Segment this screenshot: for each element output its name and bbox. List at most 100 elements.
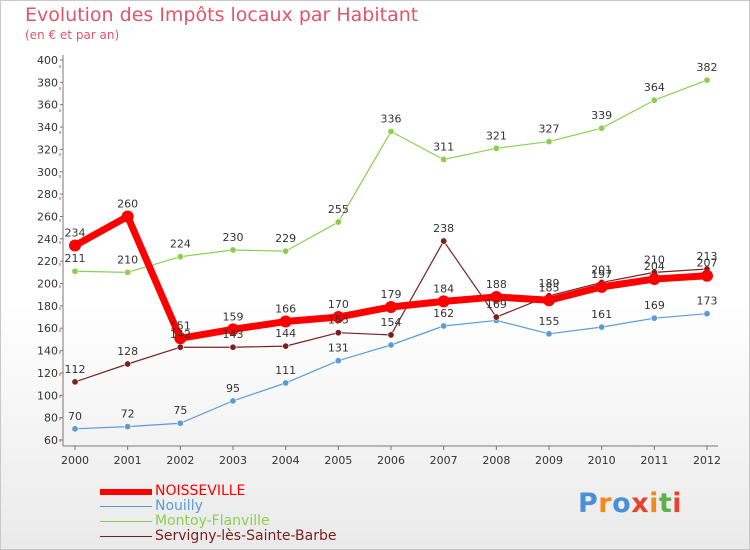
- legend-swatch: [100, 521, 152, 522]
- data-point: [282, 247, 290, 255]
- data-label: 184: [433, 282, 454, 295]
- legend-label: NOISSEVILLE: [155, 483, 246, 499]
- data-label: 185: [539, 281, 560, 294]
- data-label: 159: [223, 310, 244, 323]
- data-point: [595, 280, 608, 293]
- y-tick-label: 200: [37, 278, 58, 291]
- data-label: 154: [381, 316, 402, 329]
- logo-letter: r: [598, 488, 613, 519]
- data-point: [440, 237, 448, 245]
- data-label: 95: [226, 382, 240, 395]
- data-point: [650, 314, 658, 322]
- data-label: 128: [117, 345, 138, 358]
- data-label: 179: [381, 288, 402, 301]
- data-point: [543, 294, 555, 307]
- logo-letter: o: [612, 488, 632, 519]
- data-label: 238: [433, 222, 454, 235]
- x-tick-label: 2003: [219, 454, 247, 467]
- data-label: 151: [170, 319, 191, 332]
- data-label: 207: [697, 257, 718, 270]
- y-tick-label: 240: [37, 233, 58, 246]
- x-tick-label: 2005: [324, 454, 352, 467]
- data-point: [176, 253, 184, 261]
- data-label: 255: [328, 203, 349, 216]
- data-point: [229, 343, 237, 351]
- data-label: 161: [591, 308, 612, 321]
- data-point: [124, 268, 132, 276]
- y-tick-label: 380: [37, 76, 58, 89]
- x-tick-label: 2004: [272, 454, 300, 467]
- data-label: 131: [328, 342, 349, 355]
- data-point: [124, 360, 132, 368]
- y-tick-label: 100: [37, 389, 58, 402]
- data-point: [229, 246, 237, 254]
- data-point: [385, 301, 397, 313]
- data-point: [176, 419, 184, 427]
- data-label: 188: [486, 278, 507, 291]
- data-label: 336: [381, 113, 402, 126]
- y-tick-label: 260: [37, 210, 58, 223]
- data-point: [650, 96, 658, 104]
- data-point: [387, 341, 395, 349]
- x-tick-label: 2007: [430, 454, 458, 467]
- y-tick-label: 360: [37, 99, 58, 112]
- proxiti-logo: Proxiti: [578, 488, 682, 519]
- data-label: 311: [433, 140, 454, 153]
- logo-letter: P: [578, 488, 599, 519]
- data-label: 142: [170, 328, 191, 341]
- data-label: 197: [591, 268, 612, 281]
- chart-title: Evolution des Impôts locaux par Habitant: [25, 4, 419, 26]
- legend-swatch: [100, 506, 152, 507]
- data-label: 260: [117, 197, 138, 210]
- data-label: 162: [433, 307, 454, 320]
- y-tick-label: 300: [37, 166, 58, 179]
- y-tick-label: 280: [37, 188, 58, 201]
- data-label: 70: [68, 410, 82, 423]
- y-tick-label: 120: [37, 367, 58, 380]
- y-tick-label: 340: [37, 121, 58, 134]
- data-point: [440, 322, 448, 330]
- legend-label: Nouilly: [155, 498, 203, 514]
- data-point: [490, 290, 503, 303]
- data-point: [545, 138, 553, 146]
- logo-letter: t: [658, 488, 673, 519]
- data-point: [648, 273, 661, 286]
- data-label: 382: [697, 61, 718, 74]
- data-point: [437, 295, 450, 308]
- data-point: [124, 423, 132, 431]
- data-point: [332, 311, 345, 324]
- data-point: [334, 329, 342, 337]
- y-tick-label: 400: [37, 54, 58, 67]
- legend-swatch: [100, 489, 152, 495]
- x-tick-label: 2010: [588, 454, 616, 467]
- y-tick-label: 80: [44, 412, 58, 425]
- y-tick-label: 140: [37, 345, 58, 358]
- series-montoy-flanville: [71, 76, 711, 276]
- series-noisseville: [69, 210, 713, 345]
- x-tick-label: 2000: [61, 454, 89, 467]
- chart-subtitle: (en € et par an): [25, 28, 120, 42]
- logo-letter: x: [631, 488, 650, 519]
- data-point: [229, 397, 237, 405]
- data-label: 321: [486, 129, 507, 142]
- data-label: 327: [539, 123, 560, 136]
- data-label: 189: [539, 277, 560, 290]
- y-tick-label: 160: [37, 322, 58, 335]
- data-point: [598, 124, 606, 132]
- data-label: 211: [65, 252, 86, 265]
- data-label: 230: [223, 231, 244, 244]
- legend-label: Servigny-lès-Sainte-Barbe: [155, 528, 337, 544]
- x-tick-label: 2002: [166, 454, 194, 467]
- data-label: 210: [117, 253, 138, 266]
- data-point: [121, 210, 134, 223]
- x-tick-label: 2009: [535, 454, 563, 467]
- data-point: [703, 310, 711, 318]
- data-label: 75: [173, 404, 187, 417]
- data-label: 213: [697, 250, 718, 263]
- data-label: 173: [697, 295, 718, 308]
- data-point: [71, 267, 79, 275]
- data-point: [334, 218, 342, 226]
- data-point: [440, 155, 448, 163]
- data-label: 111: [275, 364, 296, 377]
